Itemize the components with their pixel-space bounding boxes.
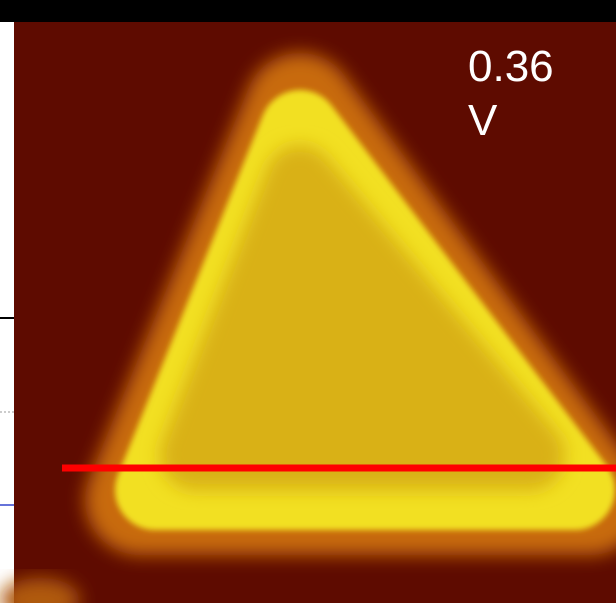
label-line: V bbox=[468, 94, 554, 148]
screenshot: 0.36 V bbox=[0, 0, 616, 603]
top-bar bbox=[0, 0, 616, 22]
label-line: 0.36 bbox=[468, 40, 554, 94]
voltage-label: 0.36 V bbox=[468, 40, 554, 148]
